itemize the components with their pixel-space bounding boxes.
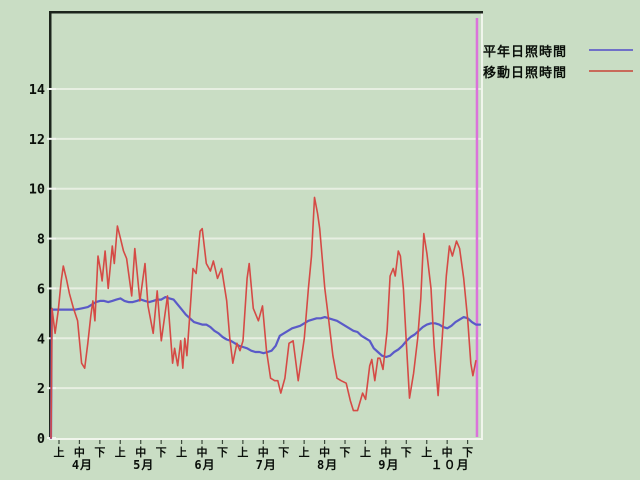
legend-entry-moving: 移動日照時間 (483, 61, 639, 82)
x-period-label-14: 下 (340, 446, 351, 459)
chart-legend: 平年日照時間 移動日照時間 (483, 40, 639, 82)
x-period-label-13: 中 (319, 445, 330, 459)
y-tick-8 (47, 237, 56, 240)
plot-border-left (49, 11, 52, 440)
x-month-label-3: 7月 (256, 458, 277, 472)
x-period-label-20: 下 (462, 446, 473, 459)
x-period-label-7: 中 (197, 445, 208, 459)
x-period-label-0: 上 (54, 445, 65, 459)
y-tick-14 (47, 87, 56, 90)
x-period-label-8: 下 (217, 446, 228, 459)
x-period-label-19: 中 (442, 445, 453, 459)
x-period-label-11: 下 (278, 446, 289, 459)
x-period-label-3: 上 (115, 445, 126, 459)
y-tick-label-14: 14 (29, 82, 45, 98)
y-tick-label-2: 2 (37, 381, 45, 397)
y-tick-6 (47, 287, 56, 290)
x-period-label-6: 上 (176, 445, 187, 459)
legend-entry-normal: 平年日照時間 (483, 40, 639, 61)
x-period-label-5: 下 (156, 446, 167, 459)
x-month-label-4: 8月 (317, 458, 338, 472)
x-period-label-1: 中 (74, 445, 85, 459)
y-tick-label-10: 10 (29, 182, 45, 198)
x-month-label-2: 6月 (194, 458, 215, 472)
y-tick-label-0: 0 (37, 431, 45, 447)
y-tick-10 (47, 187, 56, 190)
plot-border-right (481, 13, 483, 440)
x-month-label-5: 9月 (378, 458, 399, 472)
x-period-label-18: 上 (421, 445, 432, 459)
series-line-normal-sunshine (49, 296, 482, 440)
plot-border-top (49, 11, 483, 14)
legend-label-normal: 平年日照時間 (483, 45, 568, 60)
legend-label-moving: 移動日照時間 (483, 66, 568, 81)
x-period-label-12: 上 (299, 445, 310, 459)
y-tick-12 (47, 137, 56, 140)
legend-line-sample-normal (589, 49, 633, 51)
y-tick-label-6: 6 (37, 281, 45, 297)
y-tick-label-12: 12 (29, 132, 45, 148)
x-month-label-1: 5月 (133, 458, 154, 472)
y-tick-label-8: 8 (37, 232, 45, 248)
series-line-moving-sunshine (50, 196, 477, 439)
x-period-label-2: 下 (94, 446, 105, 459)
x-period-label-15: 上 (360, 445, 371, 459)
x-period-label-4: 中 (135, 445, 146, 459)
legend-line-sample-moving (589, 70, 633, 72)
plot-border-bottom (49, 438, 483, 440)
y-tick-label-4: 4 (37, 331, 45, 347)
x-period-label-17: 下 (401, 446, 412, 459)
x-month-label-6: １０月 (431, 458, 470, 472)
x-period-label-16: 中 (380, 445, 391, 459)
x-period-label-10: 中 (258, 445, 269, 459)
x-period-label-9: 上 (237, 445, 248, 459)
x-month-label-0: 4月 (72, 458, 93, 472)
